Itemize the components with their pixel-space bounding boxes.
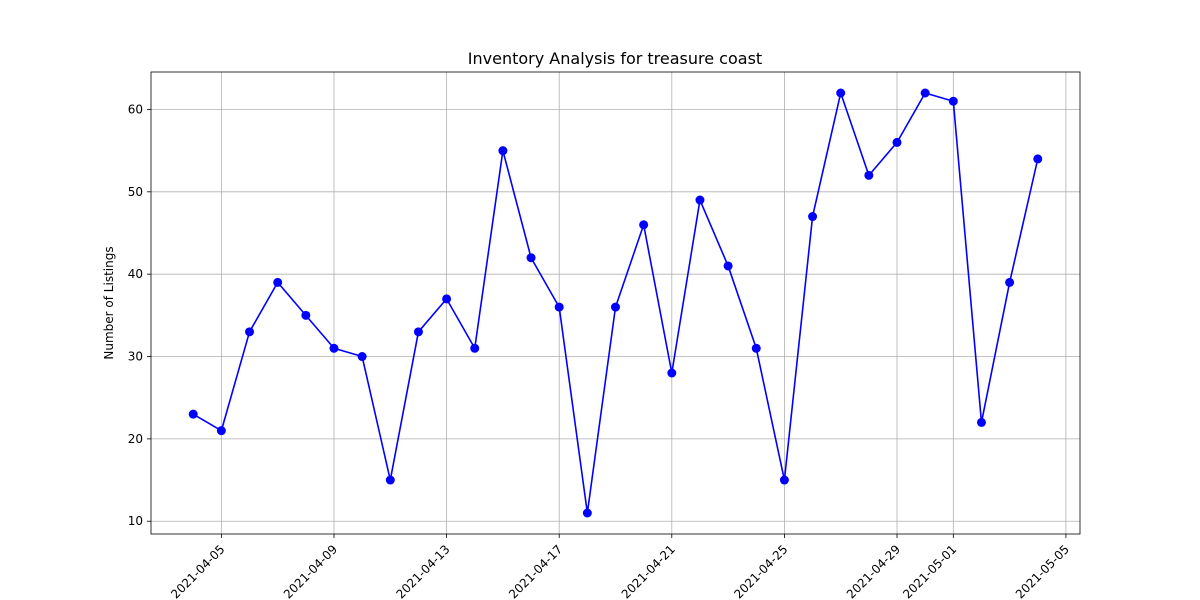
data-point bbox=[301, 310, 311, 320]
data-point bbox=[779, 475, 789, 485]
data-point bbox=[808, 212, 818, 222]
data-point bbox=[695, 195, 705, 205]
data-point bbox=[667, 368, 677, 378]
y-axis-label: Number of Listings bbox=[102, 246, 116, 359]
plot-frame bbox=[150, 71, 1081, 535]
data-point bbox=[582, 508, 592, 518]
data-point bbox=[864, 170, 874, 180]
data-point bbox=[1005, 277, 1015, 287]
y-axis-ticks: 10 20 30 40 50 60 bbox=[128, 102, 151, 528]
data-point bbox=[329, 343, 339, 353]
data-point bbox=[526, 253, 536, 263]
x-tick-label: 2021-04-05 bbox=[168, 542, 227, 600]
data-point bbox=[948, 96, 958, 106]
data-point bbox=[751, 343, 761, 353]
data-point bbox=[245, 327, 255, 337]
data-point bbox=[216, 426, 226, 436]
data-point bbox=[723, 261, 733, 271]
data-point bbox=[357, 352, 367, 362]
data-point bbox=[498, 146, 508, 156]
data-point bbox=[836, 88, 846, 98]
chart-title: Inventory Analysis for treasure coast bbox=[468, 49, 762, 68]
x-axis-ticks: 2021-04-05 2021-04-09 2021-04-13 2021-04-17… bbox=[168, 534, 1072, 600]
x-tick-label: 2021-05-05 bbox=[1013, 542, 1072, 600]
x-tick-label: 2021-04-17 bbox=[506, 542, 565, 600]
y-tick-label: 60 bbox=[128, 102, 143, 116]
y-tick-label: 20 bbox=[128, 432, 143, 446]
x-tick-label: 2021-04-21 bbox=[619, 542, 678, 600]
data-point bbox=[976, 417, 986, 427]
data-point bbox=[413, 327, 423, 337]
data-point bbox=[1033, 154, 1043, 164]
y-tick-label: 30 bbox=[128, 350, 143, 364]
grid bbox=[151, 72, 1080, 534]
data-point bbox=[188, 409, 198, 419]
x-tick-label: 2021-04-29 bbox=[844, 542, 903, 600]
x-tick-label: 2021-05-01 bbox=[900, 542, 959, 600]
data-point bbox=[639, 220, 649, 230]
x-tick-label: 2021-04-09 bbox=[281, 542, 340, 600]
y-tick-label: 50 bbox=[128, 185, 143, 199]
data-point bbox=[442, 294, 452, 304]
data-series bbox=[188, 88, 1043, 518]
data-point bbox=[892, 137, 902, 147]
x-tick-label: 2021-04-13 bbox=[393, 542, 452, 600]
data-point bbox=[470, 343, 480, 353]
data-point bbox=[920, 88, 930, 98]
data-point bbox=[611, 302, 620, 312]
y-tick-label: 40 bbox=[128, 267, 143, 281]
y-tick-label: 10 bbox=[128, 514, 143, 528]
x-tick-label: 2021-04-25 bbox=[731, 542, 790, 600]
data-point bbox=[273, 277, 283, 287]
data-point bbox=[554, 302, 564, 312]
data-point bbox=[385, 475, 395, 485]
